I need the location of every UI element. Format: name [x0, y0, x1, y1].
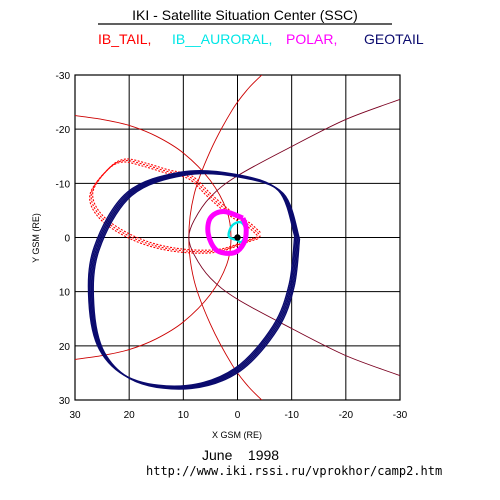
orbit-series [87, 158, 301, 390]
mission-legend: IB_TAIL, IB__AURORAL, POLAR, GEOTAIL [98, 31, 424, 47]
y-tick-label: 0 [64, 234, 70, 245]
tick-labels: 30 20 10 0 -10 -20 -30 -30 -20 -10 0 10 20 30 [56, 71, 408, 421]
legend-ib-tail: IB_TAIL, [98, 31, 151, 47]
ib-tail-orbit [89, 161, 259, 254]
model-curve-3 [188, 98, 400, 377]
x-tick-label: -30 [393, 410, 408, 421]
earth-marker [234, 234, 241, 241]
plot-frame [74, 74, 401, 401]
legend-polar: POLAR, [286, 31, 337, 47]
x-tick-label: 30 [69, 410, 81, 421]
geotail-orbit [92, 172, 301, 390]
x-tick-label: 0 [235, 410, 241, 421]
x-tick-label: -20 [339, 410, 354, 421]
chart-axes [74, 74, 401, 401]
x-tick-label: 10 [178, 410, 190, 421]
geotail-orbit [87, 169, 296, 387]
earth-icon [234, 234, 241, 241]
x-tick-label: -10 [284, 410, 299, 421]
x-tick-label: 20 [124, 410, 136, 421]
ib-tail-orbit [90, 159, 260, 253]
polar-orbit [205, 208, 249, 256]
legend-ib-auroral: IB__AURORAL, [172, 31, 272, 47]
chart-title: IKI - Satellite Situation Center (SSC) [132, 7, 358, 23]
y-tick-label: -30 [56, 71, 71, 82]
ib-tail-orbit [92, 158, 262, 251]
footer-date: June 1998 [202, 447, 279, 463]
y-tick-label: 10 [59, 288, 71, 299]
y-axis-label: Y GSM (RE) [31, 213, 41, 263]
x-axis-label: X GSM (RE) [212, 430, 262, 440]
footer-url: http://www.iki.rssi.ru/vprokhor/camp2.ht… [146, 464, 442, 478]
y-tick-label: 20 [59, 342, 71, 353]
y-tick-label: -10 [56, 179, 71, 190]
y-tick-label: -20 [56, 125, 71, 136]
y-tick-label: 30 [59, 396, 71, 407]
legend-geotail: GEOTAIL [364, 31, 424, 47]
